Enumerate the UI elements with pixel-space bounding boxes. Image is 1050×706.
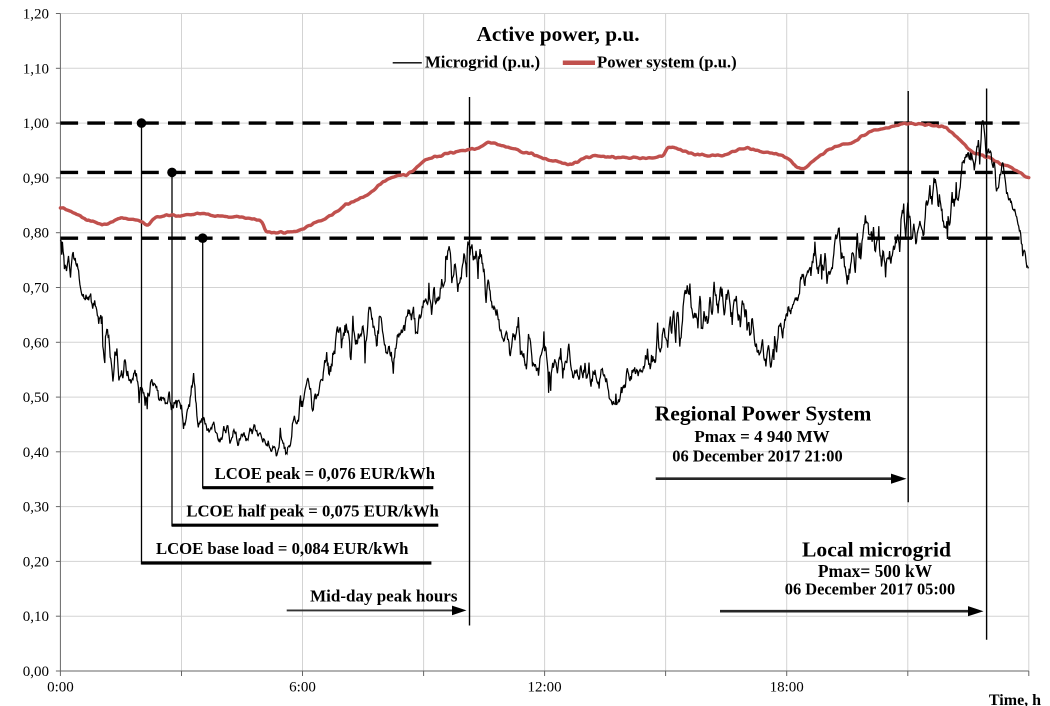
- svg-text:18:00: 18:00: [770, 680, 804, 696]
- svg-text:1,10: 1,10: [23, 61, 49, 77]
- svg-text:12:00: 12:00: [528, 680, 562, 696]
- svg-text:Power system (p.u.): Power system (p.u.): [597, 53, 737, 72]
- svg-text:LCOE peak = 0,076 EUR/kWh: LCOE peak = 0,076 EUR/kWh: [215, 464, 436, 483]
- svg-text:0:00: 0:00: [47, 680, 74, 696]
- svg-text:0,20: 0,20: [23, 554, 49, 570]
- svg-text:0,10: 0,10: [23, 609, 49, 625]
- svg-text:06 December 2017 05:00: 06 December 2017 05:00: [785, 580, 955, 599]
- svg-text:0,70: 0,70: [23, 281, 49, 297]
- svg-text:1,20: 1,20: [23, 7, 49, 23]
- svg-text:0,40: 0,40: [23, 445, 49, 461]
- svg-text:0,30: 0,30: [23, 500, 49, 516]
- svg-text:0,80: 0,80: [23, 226, 49, 242]
- svg-text:1,00: 1,00: [23, 116, 49, 132]
- svg-text:Microgrid (p.u.): Microgrid (p.u.): [425, 53, 540, 72]
- svg-text:Regional Power System: Regional Power System: [655, 401, 872, 425]
- svg-text:LCOE half peak = 0,075 EUR/kWh: LCOE half peak = 0,075 EUR/kWh: [186, 502, 439, 521]
- svg-text:Time, h: Time, h: [989, 692, 1041, 706]
- svg-text:Pmax= 500 kW: Pmax= 500 kW: [818, 561, 933, 581]
- svg-text:0,60: 0,60: [23, 335, 49, 351]
- svg-text:LCOE base load = 0,084 EUR/kWh: LCOE base load = 0,084 EUR/kWh: [156, 539, 409, 558]
- svg-text:0,90: 0,90: [23, 171, 49, 187]
- svg-text:Local microgrid: Local microgrid: [802, 537, 951, 561]
- svg-text:Active power, p.u.: Active power, p.u.: [476, 22, 639, 46]
- svg-text:06 December 2017 21:00: 06 December 2017 21:00: [672, 447, 842, 466]
- svg-text:Pmax = 4 940 MW: Pmax = 4 940 MW: [694, 427, 829, 446]
- svg-text:6:00: 6:00: [289, 680, 316, 696]
- svg-text:0,50: 0,50: [23, 390, 49, 406]
- svg-text:Mid-day peak hours: Mid-day peak hours: [310, 587, 458, 606]
- svg-text:0,00: 0,00: [23, 664, 49, 680]
